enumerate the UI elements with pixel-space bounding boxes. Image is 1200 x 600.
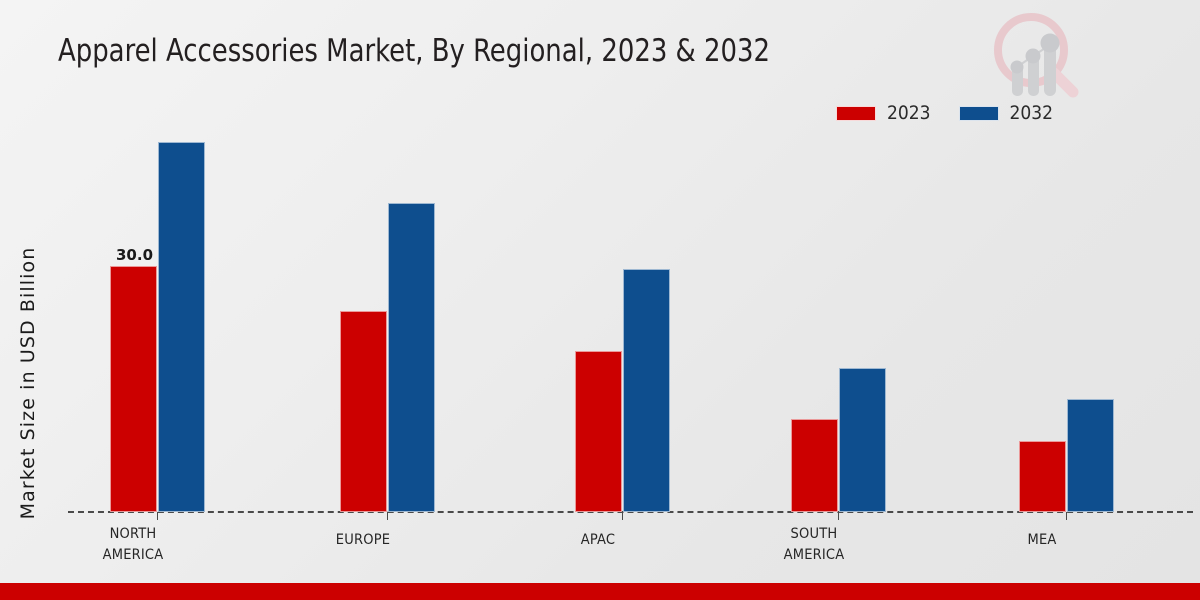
bar-2023[interactable] <box>575 351 622 512</box>
bar-2032[interactable] <box>623 269 670 512</box>
x-axis-tick <box>387 512 388 520</box>
legend-item-2023[interactable]: 2023 <box>836 104 931 123</box>
magnifier-bar-chart-logo-icon <box>985 6 1085 104</box>
x-axis-category-label: EUROPE <box>335 531 391 548</box>
x-axis-tick <box>838 512 839 520</box>
x-axis-category-label: NORTH AMERICA <box>102 525 164 563</box>
legend-swatch-2023 <box>836 106 876 121</box>
bottom-accent-band <box>0 583 1200 600</box>
bar-value-label: 30.0 <box>116 245 154 264</box>
bar-2032[interactable] <box>158 141 205 512</box>
x-axis-tick <box>1066 512 1067 520</box>
bar-2023[interactable] <box>1019 440 1066 512</box>
legend-item-2032[interactable]: 2032 <box>958 102 1054 124</box>
bar-group: SOUTH AMERICA <box>784 0 886 600</box>
bar-2023[interactable] <box>791 418 838 512</box>
bar-group: 30.0 NORTH AMERICA <box>103 0 205 600</box>
chart-legend: 2023 2032 <box>836 104 1053 123</box>
bar-group: MEA <box>1019 0 1114 600</box>
x-axis-category-label: APAC <box>580 531 616 548</box>
legend-swatch-2032 <box>958 106 999 121</box>
page-title: Apparel Accessories Market, By Regional,… <box>58 33 771 69</box>
bar-2023[interactable] <box>110 265 157 512</box>
x-axis-tick <box>622 512 623 520</box>
bar-2032[interactable] <box>388 203 435 512</box>
bar-group: EUROPE <box>336 0 435 600</box>
bar-group: APAC <box>575 0 670 600</box>
legend-label-2032: 2032 <box>1009 102 1054 124</box>
x-axis-category-label: MEA <box>1027 531 1057 548</box>
bar-2023[interactable] <box>340 310 387 512</box>
bar-2032[interactable] <box>1067 399 1114 512</box>
x-axis-category-label: SOUTH AMERICA <box>783 525 845 563</box>
legend-label-2023: 2023 <box>887 102 931 124</box>
bar-2032[interactable] <box>839 367 886 512</box>
x-axis-baseline <box>68 511 1193 513</box>
x-axis-tick <box>157 512 158 520</box>
